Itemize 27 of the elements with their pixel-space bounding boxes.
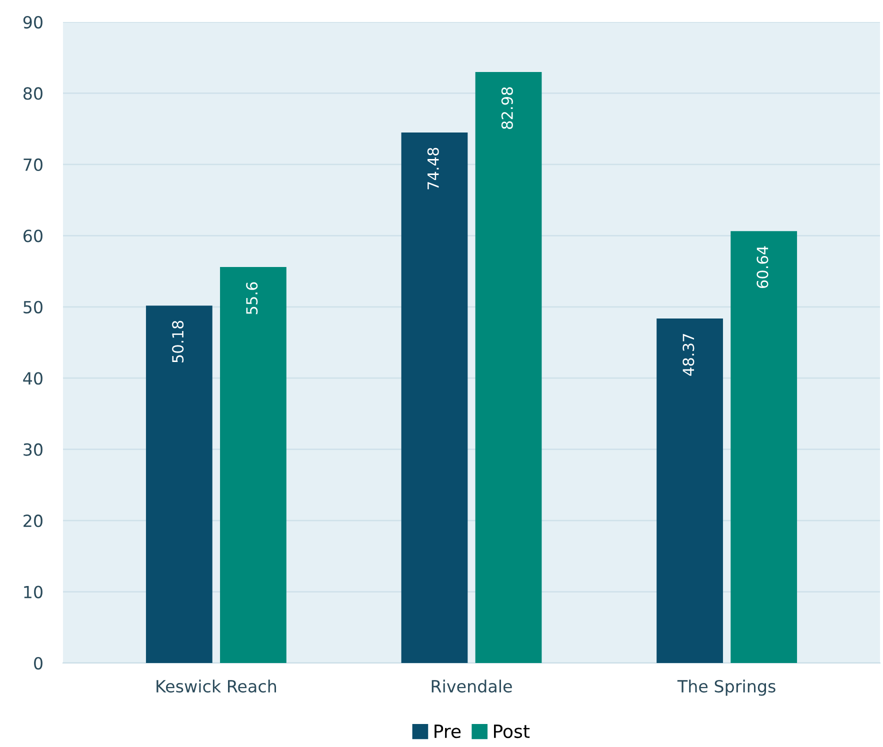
- y-tick-label: 90: [23, 16, 42, 29]
- data-label: 48.37: [682, 334, 694, 376]
- x-tick-label: The Springs: [677, 680, 776, 696]
- x-tick-label: Keswick Reach: [156, 680, 276, 693]
- y-tick-label: 30: [24, 443, 42, 456]
- legend-label: Pre: [434, 724, 461, 738]
- y-tick-label: 60: [24, 230, 42, 242]
- bar: [475, 72, 542, 663]
- y-tick-label: 10: [24, 586, 42, 598]
- legend-label: Post: [494, 724, 530, 738]
- y-tick-label: 40: [23, 372, 42, 385]
- data-label: 50.18: [172, 320, 184, 362]
- y-tick-label: 70: [24, 158, 42, 172]
- x-tick-label: Rivendale: [432, 680, 512, 693]
- data-label: 55.6: [246, 282, 258, 314]
- bar: [146, 306, 212, 663]
- data-label: 60.64: [756, 246, 768, 288]
- y-tick-label: 80: [23, 87, 42, 100]
- bar: [220, 267, 286, 663]
- data-label: 82.98: [501, 87, 513, 129]
- bar: [656, 318, 723, 663]
- y-tick-label: 20: [24, 514, 42, 528]
- y-tick-label: 0: [34, 656, 42, 670]
- y-tick-label: 50: [24, 300, 42, 314]
- data-label: 74.48: [427, 148, 439, 190]
- bar: [730, 231, 798, 663]
- bar: [401, 132, 468, 663]
